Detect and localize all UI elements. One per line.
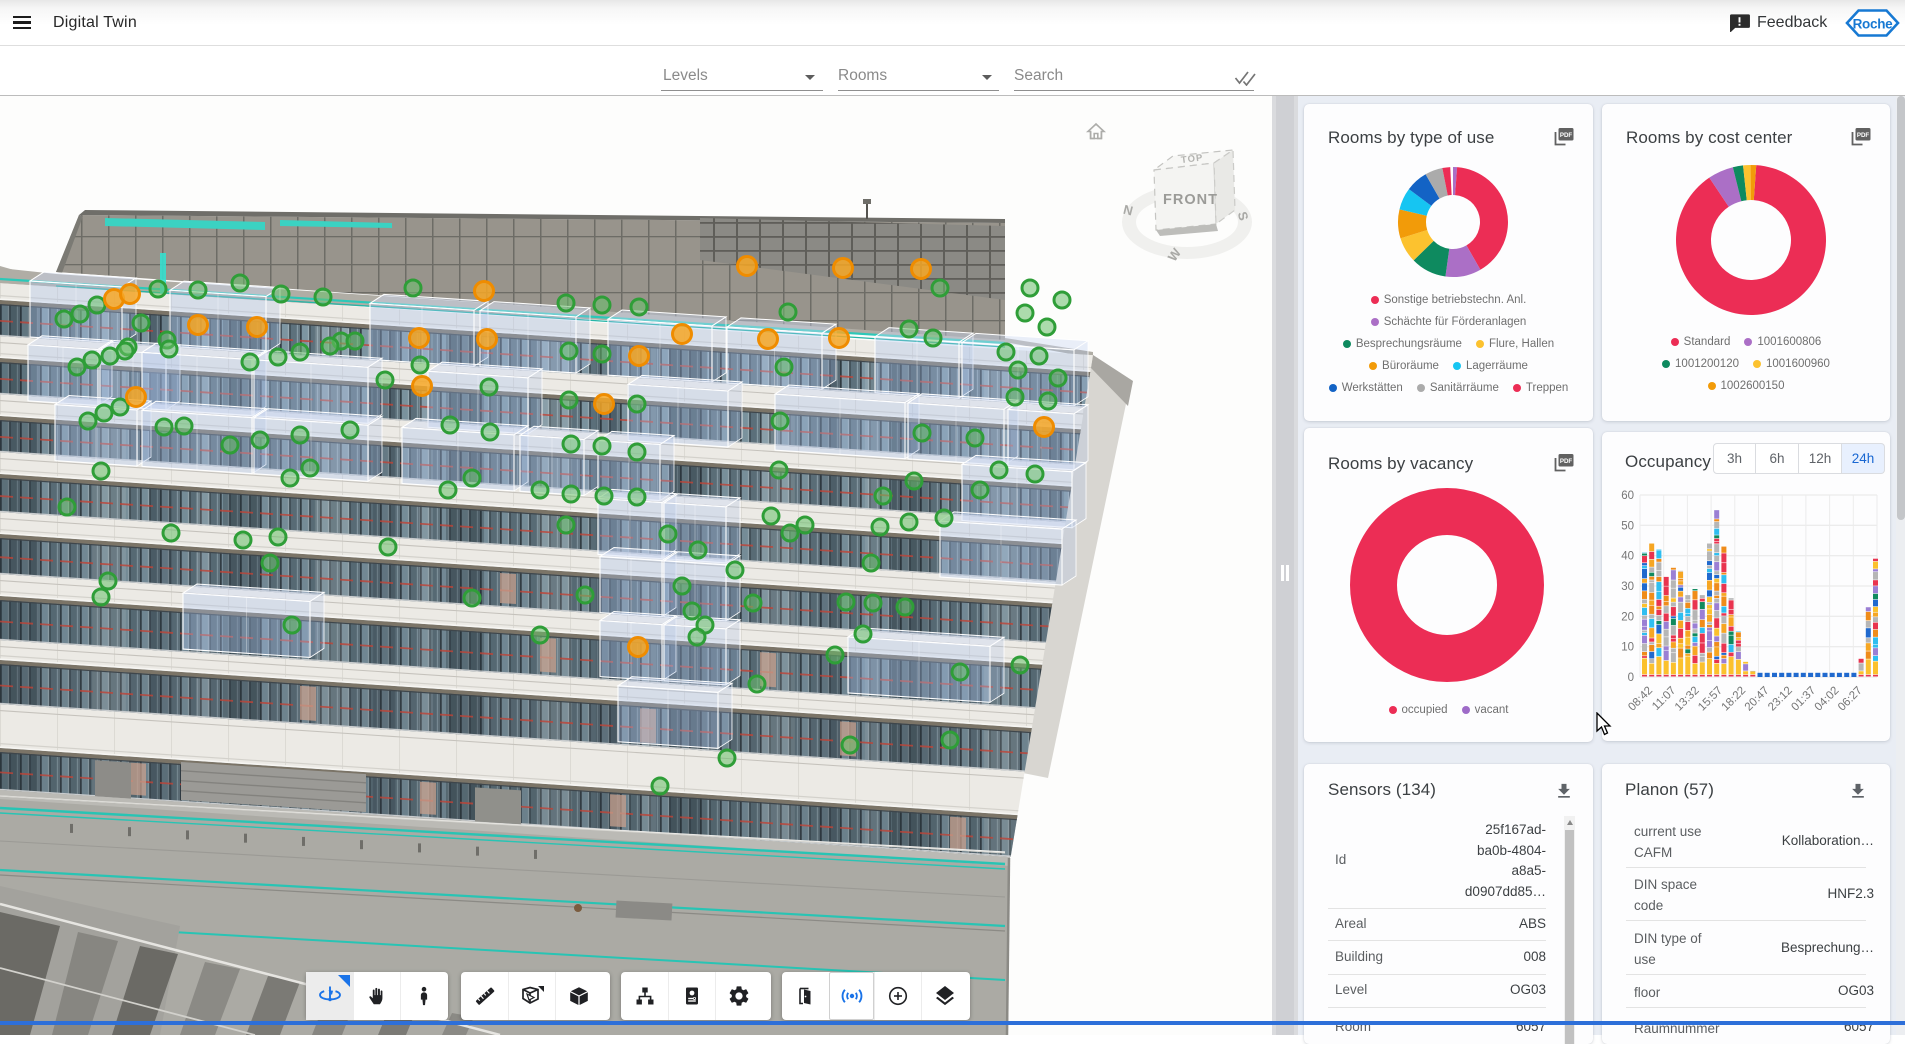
svg-text:20:47: 20:47 (1743, 685, 1772, 714)
svg-text:10: 10 (1621, 642, 1634, 654)
svg-text:13:32: 13:32 (1673, 685, 1702, 714)
svg-text:08:42: 08:42 (1626, 685, 1655, 714)
svg-text:50: 50 (1621, 520, 1634, 532)
svg-text:11:07: 11:07 (1650, 685, 1678, 713)
svg-text:FRONT: FRONT (1163, 192, 1218, 208)
svg-text:0: 0 (1628, 672, 1634, 684)
svg-text:06:27: 06:27 (1836, 685, 1865, 714)
svg-text:Roche: Roche (1853, 17, 1894, 32)
svg-text:01:37: 01:37 (1789, 685, 1818, 714)
svg-text:04:02: 04:02 (1813, 685, 1842, 714)
svg-text:15:57: 15:57 (1696, 685, 1725, 714)
svg-text:30: 30 (1621, 581, 1634, 593)
svg-text:40: 40 (1621, 551, 1634, 563)
svg-text:23:12: 23:12 (1766, 685, 1795, 714)
svg-text:20: 20 (1621, 611, 1634, 623)
svg-text:18:22: 18:22 (1719, 685, 1748, 714)
svg-text:60: 60 (1621, 490, 1634, 502)
